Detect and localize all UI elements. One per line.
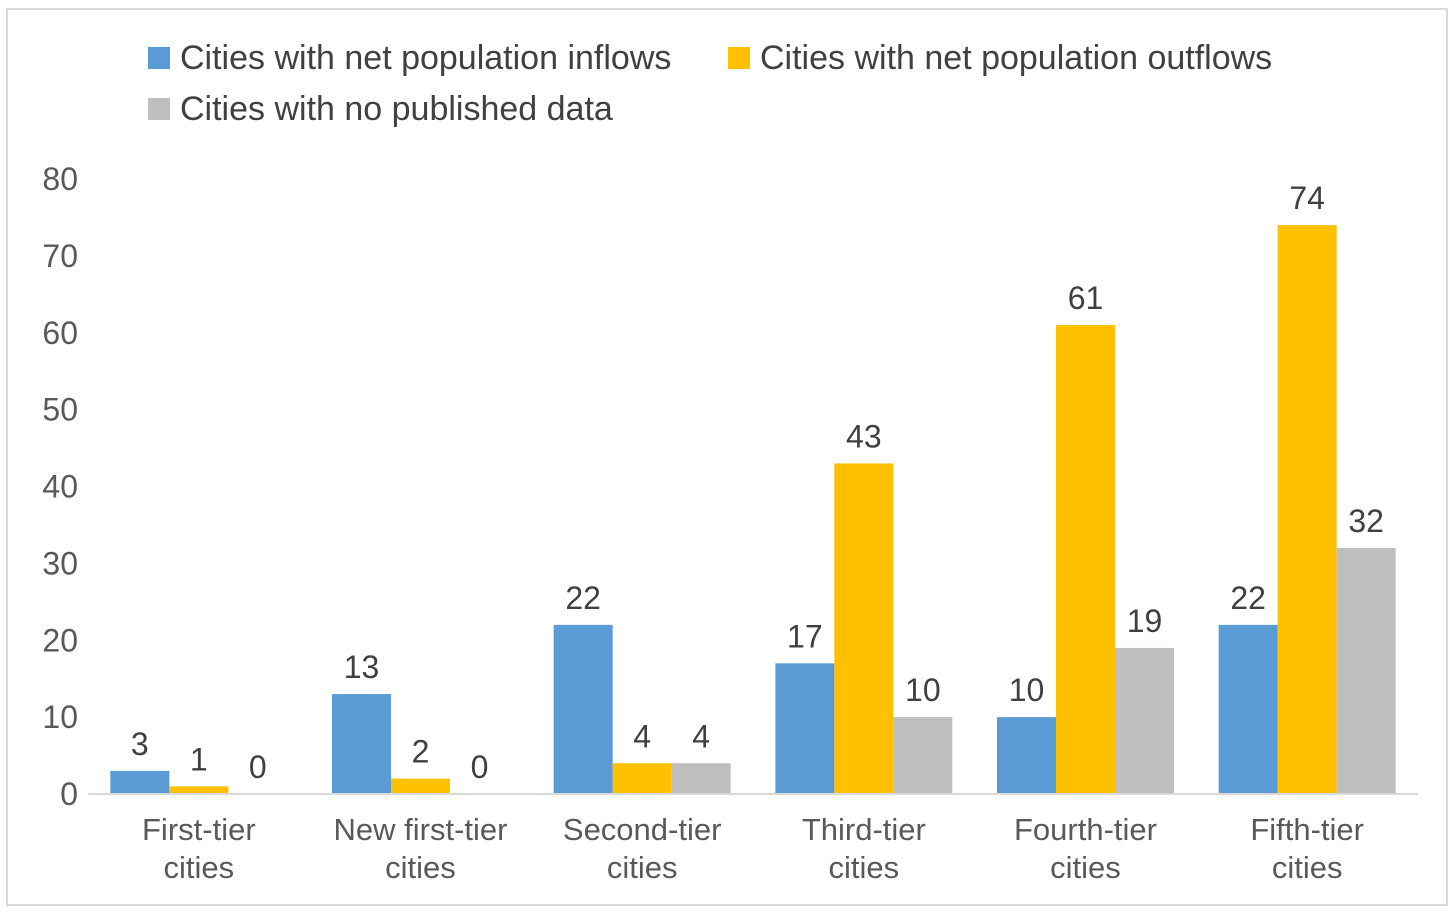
data-label: 4	[692, 718, 710, 754]
bar-no-data	[671, 763, 731, 794]
category-label: Fourth-tier	[1014, 812, 1157, 847]
bar-outflows	[834, 463, 894, 794]
data-label: 13	[344, 649, 380, 685]
category-label: cities	[607, 850, 678, 885]
y-tick-label: 70	[42, 238, 78, 274]
bar-inflows	[332, 694, 391, 794]
legend-swatch-inflows	[148, 47, 170, 69]
data-label: 32	[1348, 503, 1384, 539]
y-tick-label: 30	[42, 545, 78, 581]
legend-swatch-outflows	[728, 47, 750, 69]
bar-inflows	[775, 663, 835, 794]
bar-no-data	[1115, 647, 1174, 794]
data-label: 3	[131, 726, 149, 762]
y-tick-label: 40	[42, 469, 78, 505]
category-label: cities	[164, 850, 235, 885]
bar-inflows	[997, 717, 1056, 794]
category-label: Third-tier	[802, 812, 926, 847]
data-label: 2	[412, 734, 430, 770]
data-label: 1	[190, 741, 208, 777]
y-tick-label: 20	[42, 622, 78, 658]
data-label: 10	[1009, 672, 1045, 708]
y-axis-ticks: 0 10 20 30 40 50 60 70 80	[42, 161, 78, 812]
y-tick-label: 0	[60, 776, 78, 812]
data-label: 22	[565, 580, 601, 616]
data-label: 19	[1127, 603, 1163, 639]
bar-outflows	[612, 763, 672, 794]
data-label: 61	[1068, 280, 1104, 316]
y-tick-label: 60	[42, 315, 78, 351]
y-tick-label: 50	[42, 392, 78, 428]
data-label: 74	[1289, 180, 1325, 216]
data-label: 43	[846, 418, 882, 454]
category-label: cities	[1272, 850, 1343, 885]
category-label: cities	[829, 850, 900, 885]
legend-item-outflows: Cities with net population outflows	[728, 38, 1272, 78]
category-label: Second-tier	[563, 812, 722, 847]
legend-label-outflows: Cities with net population outflows	[760, 38, 1273, 77]
data-label: 0	[471, 749, 489, 785]
data-label: 22	[1230, 580, 1266, 616]
bars	[110, 225, 1396, 794]
legend-item-no-data: Cities with no published data	[148, 89, 613, 129]
category-label: cities	[1050, 850, 1121, 885]
bar-outflows	[1056, 325, 1115, 794]
data-label: 0	[249, 749, 267, 785]
bar-inflows	[110, 770, 170, 794]
category-label: New first-tier	[334, 812, 508, 847]
data-label: 4	[633, 718, 651, 754]
legend-label-inflows: Cities with net population inflows	[180, 38, 672, 77]
bar-inflows	[553, 624, 613, 794]
legend-label-no-data: Cities with no published data	[180, 89, 613, 128]
data-label: 10	[905, 672, 941, 708]
y-tick-label: 10	[42, 699, 78, 735]
data-label: 17	[787, 618, 823, 654]
category-label: cities	[385, 850, 456, 885]
bar-outflows	[169, 786, 229, 794]
y-tick-label: 80	[42, 161, 78, 197]
legend-swatch-no-data	[148, 98, 170, 120]
legend-item-inflows: Cities with net population inflows	[148, 38, 671, 78]
bar-no-data	[1336, 548, 1396, 794]
category-label: First-tier	[142, 812, 256, 847]
chart-frame	[6, 8, 1448, 906]
bar-outflows	[1277, 225, 1337, 794]
bar-outflows	[391, 778, 450, 794]
bar-no-data	[893, 717, 953, 794]
category-label: Fifth-tier	[1250, 812, 1364, 847]
bar-inflows	[1218, 624, 1278, 794]
